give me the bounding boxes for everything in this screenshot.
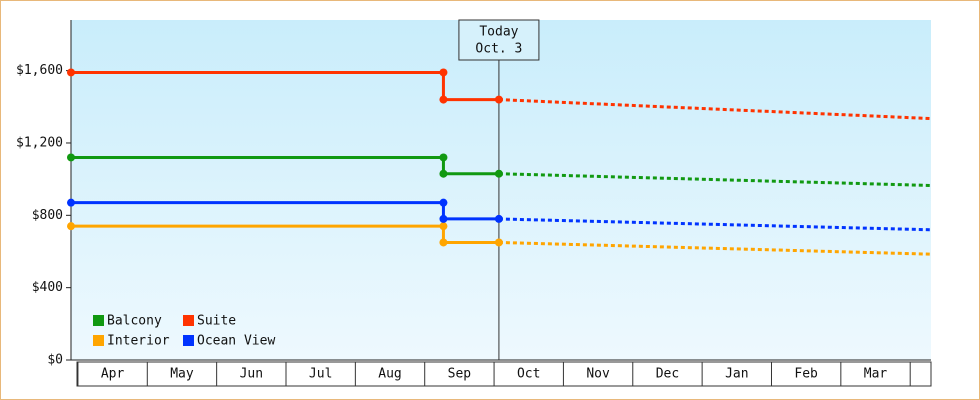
legend-label: Ocean View: [197, 334, 275, 349]
forecast-line: [498, 172, 932, 187]
forecast-line: [498, 240, 932, 256]
point: [439, 169, 448, 178]
history-line: [71, 224, 499, 244]
legend-label: Suite: [197, 314, 236, 329]
point: [439, 198, 448, 207]
x-tick-label: Dec: [656, 367, 679, 382]
legend-swatch: [183, 335, 194, 346]
y-tick-label: $800: [32, 208, 63, 223]
plot-area: [71, 20, 931, 360]
point: [439, 238, 448, 247]
point: [439, 222, 448, 231]
point: [439, 95, 448, 104]
point: [439, 153, 448, 162]
today-label: Today: [479, 25, 518, 40]
y-tick-label: $1,600: [16, 63, 63, 78]
point: [494, 214, 503, 223]
history-line: [71, 155, 499, 176]
y-tick-label: $1,200: [16, 135, 63, 150]
x-tick-label: May: [170, 367, 194, 382]
x-tick-label: Mar: [864, 367, 888, 382]
point: [67, 222, 75, 231]
forecast-line: [498, 98, 932, 121]
x-axis-band: [76, 361, 932, 387]
legend-label: Interior: [107, 334, 170, 349]
x-tick-label: Jan: [725, 367, 748, 382]
x-tick-label: Apr: [101, 367, 125, 382]
today-box: [458, 19, 540, 61]
x-tick-label: Feb: [794, 367, 818, 382]
y-tick-label: $0: [47, 353, 63, 368]
legend-label: Balcony: [107, 314, 162, 329]
x-tick-label: Oct: [517, 367, 540, 382]
point: [494, 169, 503, 178]
point: [67, 68, 75, 77]
x-tick-label: Sep: [448, 367, 472, 382]
point: [67, 153, 75, 162]
y-tick-label: $400: [32, 280, 63, 295]
point: [494, 238, 503, 247]
legend-swatch: [93, 335, 104, 346]
x-tick-label: Jun: [240, 367, 263, 382]
legend-swatch: [183, 315, 194, 326]
x-tick-label: Aug: [378, 367, 401, 382]
legend-swatch: [93, 315, 104, 326]
history-line: [71, 201, 499, 221]
x-tick-label: Nov: [586, 367, 610, 382]
history-line: [71, 70, 499, 102]
point: [494, 95, 503, 104]
point: [439, 214, 448, 223]
point: [439, 68, 448, 77]
today-date: Oct. 3: [475, 42, 522, 57]
forecast-line: [498, 217, 932, 232]
point: [67, 198, 75, 207]
x-tick-label: Jul: [309, 367, 332, 382]
